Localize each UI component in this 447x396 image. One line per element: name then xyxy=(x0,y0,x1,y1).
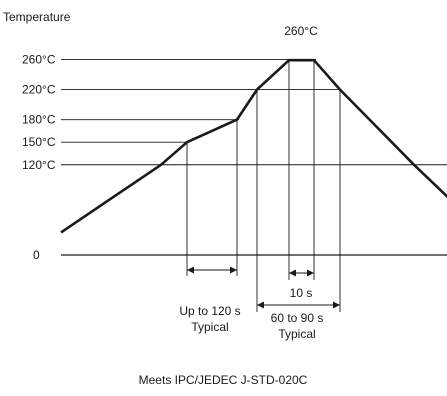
temperature-reference-lines xyxy=(61,59,447,166)
temperature-profile-line xyxy=(60,58,447,234)
above-220-typical-label: Typical xyxy=(278,327,315,341)
y-tick-label-0: 0 xyxy=(33,248,40,262)
y-tick-label-180: 180°C xyxy=(22,113,56,127)
peak-dwell-arrow xyxy=(289,269,314,277)
standard-caption: Meets IPC/JEDEC J-STD-020C xyxy=(139,373,308,387)
preheat-duration-arrow xyxy=(187,266,237,274)
y-tick-labels: 260°C 220°C 180°C 150°C 120°C 0 xyxy=(22,52,56,262)
peak-dwell-label: 10 s xyxy=(290,286,313,300)
above-220-duration-label: 60 to 90 s xyxy=(271,311,324,325)
y-axis-label: Temperature xyxy=(3,10,71,24)
duration-arrows xyxy=(187,266,340,309)
y-tick-label-220: 220°C xyxy=(22,83,56,97)
y-tick-label-120: 120°C xyxy=(22,158,56,172)
preheat-typical-label: Typical xyxy=(191,320,228,334)
time-marker-lines xyxy=(186,60,341,312)
above-220-duration-arrow xyxy=(257,301,340,309)
y-tick-label-150: 150°C xyxy=(22,135,56,149)
peak-label: 260°C xyxy=(284,24,318,38)
preheat-duration-label: Up to 120 s xyxy=(179,304,240,318)
y-tick-label-260: 260°C xyxy=(22,52,56,66)
